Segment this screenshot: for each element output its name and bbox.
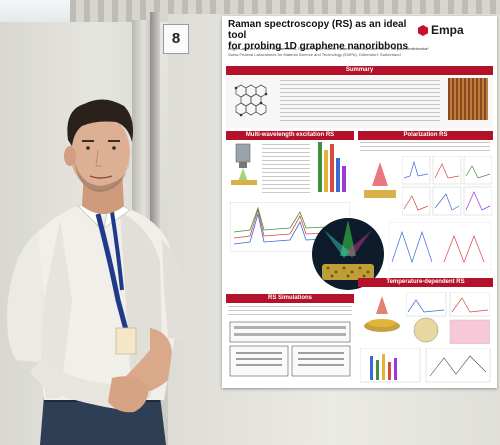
empa-logo-icon [418, 25, 428, 36]
polarization-angle-plots [388, 222, 492, 270]
forearm-right [126, 328, 172, 393]
booth-number: 8 [163, 24, 189, 54]
temperature-spectra-figure [360, 348, 491, 383]
summary-text [280, 80, 440, 124]
section-multi-wavelength-header: Multi-wavelength excitation RS [226, 131, 354, 140]
poster-title-line-2: for probing 1D graphene nanoribbons [228, 41, 408, 52]
poster-title-line-1: Raman spectroscopy (RS) as an ideal tool [228, 19, 407, 41]
polarization-plots [402, 156, 492, 216]
empa-logo: Empa [418, 23, 492, 39]
poster-authors: Angel Labordet Alvarez, Michael Renn, Ro… [228, 46, 429, 51]
presenter-person [7, 99, 190, 445]
sample-photo-figure [448, 78, 488, 120]
simulations-text [228, 306, 352, 316]
empa-logo-text: Empa [431, 23, 464, 37]
arm-right [162, 240, 190, 340]
section-polarization-header: Polarization RS [358, 131, 493, 140]
poster-affiliation: Swiss Federal Laboratories for Material … [228, 52, 401, 57]
temperature-setup-figure [364, 296, 400, 332]
section-simulations-header: RS Simulations [226, 294, 354, 303]
section-summary-header: Summary [226, 66, 493, 75]
laser-setup-figure [231, 143, 257, 185]
arm-left [7, 232, 44, 362]
scientific-poster: Raman spectroscopy (RS) as an ideal tool… [222, 16, 497, 388]
simulation-structures-figure [229, 321, 351, 377]
multi-wavelength-spectra-figure [318, 142, 346, 192]
sleeve-left [30, 360, 134, 410]
face [70, 114, 130, 190]
section-temperature-header: Temperature-dependent RS [358, 278, 493, 287]
polarization-text [360, 142, 490, 152]
ear [64, 146, 76, 166]
graphene-nanoribbon-figure [234, 84, 268, 117]
lanyard [95, 213, 129, 331]
poster-title: Raman spectroscopy (RS) as an ideal tool… [228, 19, 423, 52]
multi-wavelength-text [262, 144, 310, 196]
hair [67, 99, 133, 146]
hands [108, 376, 149, 413]
name-badge [115, 327, 137, 355]
temperature-plots [406, 292, 490, 344]
polarization-setup-figure [364, 162, 396, 198]
laser-spot-figure [312, 218, 384, 290]
